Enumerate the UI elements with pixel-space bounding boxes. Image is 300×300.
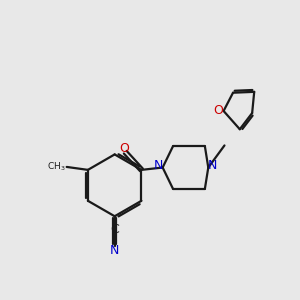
Text: N: N [110, 244, 119, 257]
Text: N: N [154, 159, 163, 172]
Text: O: O [213, 104, 223, 118]
Text: N: N [208, 159, 218, 172]
Text: C: C [110, 223, 119, 236]
Text: CH$_3$: CH$_3$ [46, 161, 65, 173]
Text: O: O [119, 142, 129, 155]
